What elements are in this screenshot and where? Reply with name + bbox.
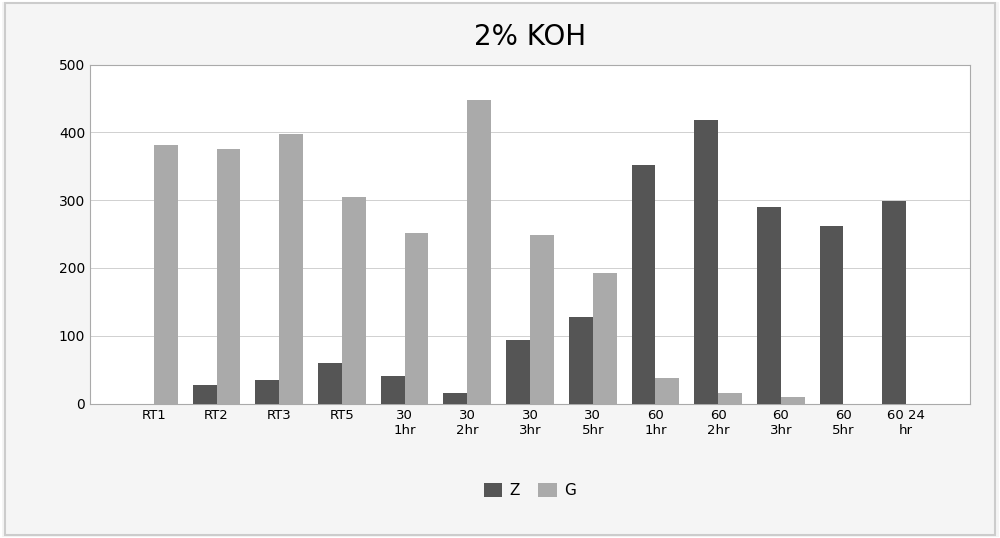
Bar <box>279 134 303 404</box>
Bar <box>217 149 240 404</box>
Bar <box>757 207 781 404</box>
Bar <box>405 232 428 404</box>
Bar <box>443 393 467 404</box>
Bar <box>318 363 342 404</box>
Bar <box>530 236 554 404</box>
Bar <box>593 273 617 404</box>
Bar <box>506 341 530 404</box>
Bar <box>694 120 718 404</box>
Bar <box>718 393 742 404</box>
Legend: Z, G: Z, G <box>478 477 582 504</box>
Bar <box>467 100 491 404</box>
Bar <box>882 202 906 404</box>
Bar <box>193 385 217 404</box>
Title: 2% KOH: 2% KOH <box>474 23 586 51</box>
Bar <box>154 145 178 404</box>
Bar <box>632 165 655 404</box>
Bar <box>655 378 679 404</box>
Bar <box>781 397 805 404</box>
Bar <box>820 226 843 404</box>
Bar <box>342 197 366 404</box>
Bar <box>255 380 279 404</box>
Bar <box>569 317 593 404</box>
Bar <box>381 377 405 404</box>
